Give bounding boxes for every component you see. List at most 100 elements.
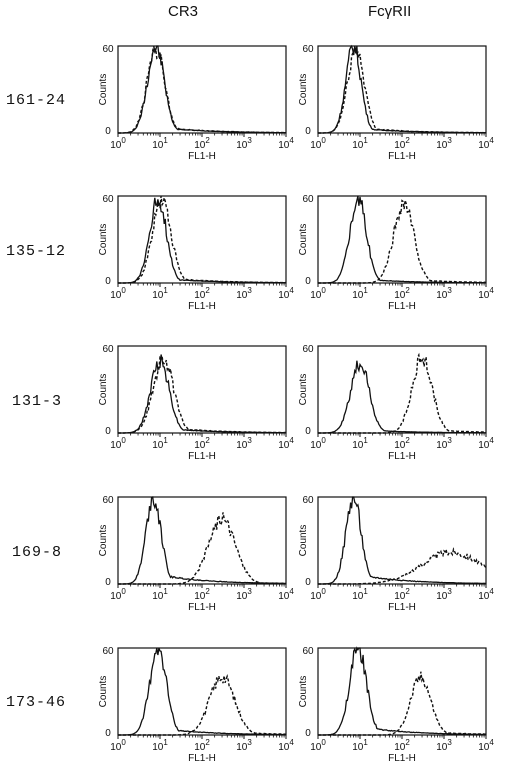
x-tick-label: 103 [436,286,452,301]
y-axis-label: Counts [298,374,309,406]
x-tick-label: 103 [236,436,252,451]
stained-histogram-line [318,199,487,284]
control-histogram-line [318,195,486,284]
x-tick-label: 101 [352,136,368,151]
y-tick-label: 0 [105,276,111,287]
y-tick-label: 60 [102,646,114,657]
x-tick-label: 102 [194,286,210,301]
y-axis-label: Counts [98,374,109,406]
x-axis-label: FL1-H [388,151,416,162]
x-axis-label: FL1-H [388,602,416,613]
panel-frame [317,45,487,134]
y-axis-label: Counts [98,525,109,557]
stained-histogram-line [318,671,487,736]
row-label-131-3: 131-3 [12,393,63,410]
y-tick-label: 60 [102,495,114,506]
x-tick-label: 101 [152,587,168,602]
column-header-fcgammarii: FcγRII [368,3,412,20]
x-tick-label: 100 [110,738,126,753]
x-tick-label: 102 [194,436,210,451]
x-axis-label: FL1-H [188,151,216,162]
x-axis-label: FL1-H [188,602,216,613]
row-label-173-46: 173-46 [6,694,67,711]
x-tick-label: 103 [436,587,452,602]
stained-histogram-line [118,355,287,434]
x-axis-label: FL1-H [388,301,416,312]
x-tick-label: 102 [194,738,210,753]
control-histogram-line [318,360,486,434]
x-tick-label: 101 [152,436,168,451]
panel-frame [117,195,287,284]
x-tick-label: 100 [310,738,326,753]
x-tick-label: 104 [478,587,494,602]
x-tick-label: 103 [236,738,252,753]
x-axis-label: FL1-H [188,753,216,764]
x-tick-label: 104 [478,136,494,151]
row-label-169-8: 169-8 [12,544,63,561]
y-tick-label: 60 [302,194,314,205]
x-tick-label: 101 [152,738,168,753]
x-tick-label: 102 [194,587,210,602]
row-label-161-24: 161-24 [6,92,67,109]
x-axis-label: FL1-H [188,451,216,462]
stained-histogram-line [318,546,487,585]
control-histogram-line [318,44,486,134]
y-tick-label: 0 [305,577,311,588]
x-tick-label: 102 [394,587,410,602]
panel-frame [117,647,287,736]
panel-frame [117,45,287,134]
x-tick-label: 101 [352,587,368,602]
x-tick-label: 100 [110,587,126,602]
x-tick-label: 104 [478,738,494,753]
x-tick-label: 100 [310,436,326,451]
x-tick-label: 103 [436,738,452,753]
x-tick-label: 103 [236,286,252,301]
panel-frame [317,496,487,585]
x-tick-label: 104 [278,286,294,301]
x-tick-label: 101 [152,136,168,151]
control-histogram-line [318,646,487,736]
y-tick-label: 60 [102,194,114,205]
x-tick-label: 104 [478,286,494,301]
control-histogram-line [318,496,486,585]
x-tick-label: 102 [394,136,410,151]
x-tick-label: 101 [152,286,168,301]
row-label-135-12: 135-12 [6,243,67,260]
y-tick-label: 0 [305,728,311,739]
x-tick-label: 103 [436,436,452,451]
y-tick-label: 60 [102,44,114,55]
y-axis-label: Counts [98,224,109,256]
y-axis-label: Counts [298,525,309,557]
stained-histogram-line [318,44,487,134]
control-histogram-line [118,45,287,134]
x-tick-label: 100 [110,136,126,151]
x-axis-label: FL1-H [188,301,216,312]
y-axis-label: Counts [98,74,109,106]
panel-frame [117,496,287,585]
x-tick-label: 103 [436,136,452,151]
x-tick-label: 101 [352,738,368,753]
stained-histogram-line [318,352,486,434]
y-tick-label: 60 [302,495,314,506]
x-tick-label: 100 [310,136,326,151]
x-axis-label: FL1-H [388,451,416,462]
panel-frame [317,647,487,736]
x-tick-label: 100 [310,587,326,602]
control-histogram-line [118,354,286,434]
x-tick-label: 102 [394,286,410,301]
x-tick-label: 102 [394,436,410,451]
x-tick-label: 101 [352,436,368,451]
x-tick-label: 100 [310,286,326,301]
x-tick-label: 102 [194,136,210,151]
y-tick-label: 0 [105,126,111,137]
y-axis-label: Counts [298,224,309,256]
y-tick-label: 0 [305,126,311,137]
stained-histogram-line [118,45,287,134]
y-tick-label: 60 [302,344,314,355]
y-tick-label: 0 [105,577,111,588]
y-tick-label: 60 [102,344,114,355]
x-tick-label: 104 [278,587,294,602]
control-histogram-line [118,647,287,736]
y-tick-label: 0 [105,728,111,739]
